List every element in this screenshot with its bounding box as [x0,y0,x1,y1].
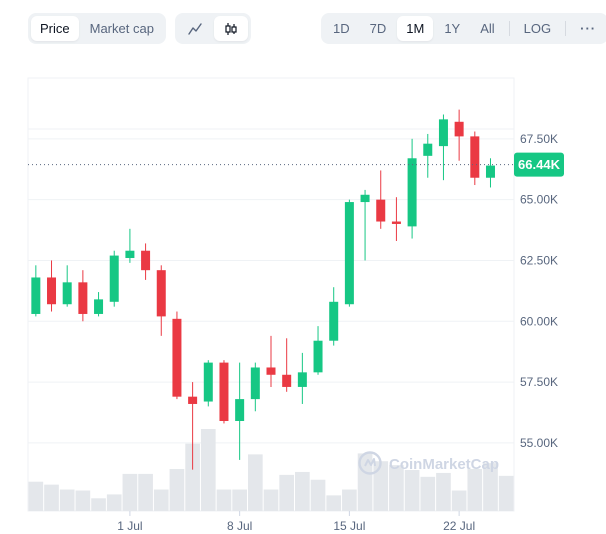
x-tick-label: 15 Jul [333,519,365,533]
candle-body [266,367,276,375]
candle-body [125,250,135,259]
current-price-badge [514,152,564,177]
candlestick-icon [225,22,237,35]
volume-bar [498,475,514,511]
volume-bar [373,461,389,511]
volume-bar [200,429,216,511]
candle-body [360,194,370,203]
volume-bar [232,489,247,511]
log-scale-tab[interactable]: LOG [523,21,552,36]
y-tick-label: 60.00K [520,314,558,328]
metric-toggle: Price Market cap [28,13,166,44]
range-toggle: 1D 7D 1M 1Y All LOG ··· [321,13,606,44]
volume-bar [59,489,75,511]
candle-body [250,367,260,400]
volume-bar [263,489,279,511]
x-tick-label: 1 Jul [117,519,142,533]
price-tab[interactable]: Price [31,16,79,41]
candle-body [423,143,433,156]
candle-body [219,362,229,421]
watermark-text: CoinMarketCap [389,456,499,473]
volume-bar [216,489,232,511]
candle-body [235,399,245,421]
volume-bar [279,474,295,511]
volume-bar [247,454,263,511]
more-divider [565,21,567,36]
line-chart-button[interactable] [178,16,212,41]
range-1y-tab[interactable]: 1Y [444,21,461,36]
range-all-tab[interactable]: All [480,21,495,36]
candle-body [47,277,57,305]
volume-bar [404,470,420,511]
volume-bar [451,490,467,511]
y-tick-label: 65.00K [520,193,558,207]
candle-body [203,362,213,402]
candle-body [376,199,386,222]
volume-bar [420,476,436,511]
candle-body [313,340,323,373]
y-tick-label: 67.50K [520,132,558,146]
candle-body [31,277,41,314]
candle-body [438,119,448,147]
watermark: CoinMarketCap [358,451,499,475]
more-options-button[interactable]: ··· [580,21,597,36]
volume-bars [28,429,514,511]
volume-bar [295,471,310,511]
candle-body [454,121,464,137]
volume-bar [106,494,122,511]
current-price-label: 66.44K [518,157,561,172]
volume-bar [138,473,153,511]
candles [31,109,495,470]
x-tick-label: 22 Jul [443,519,475,533]
candle-body [407,158,417,227]
candle-body [329,301,339,341]
volume-bar [169,469,185,511]
candle-body [470,136,480,178]
candle-body [156,270,166,317]
current-price-line: 66.44K [28,152,564,177]
volume-bar [91,498,106,511]
volume-bar [389,465,404,511]
candle-body [109,255,119,302]
candle-body [172,318,182,397]
volume-bar [75,490,91,511]
candle-body [391,221,401,224]
candle-body [297,372,307,387]
line-chart-icon [188,22,202,35]
volume-bar [28,481,44,511]
coinmarketcap-logo-icon [358,451,382,475]
axes: 55.00K 57.50K 60.00K 62.50K 65.00K 67.50K 1 Ju… [117,132,558,533]
y-tick-label: 57.50K [520,375,558,389]
volume-bar [310,479,326,511]
chart-style-toggle [175,13,251,44]
volume-bar [436,472,451,511]
candle-body [344,202,354,305]
candle-body [485,165,495,178]
volume-bar [122,473,138,511]
volume-bar [185,443,200,511]
candle-body [62,282,72,305]
candle-body [78,282,88,314]
range-7d-tab[interactable]: 7D [369,21,387,36]
y-tick-label: 62.50K [520,253,558,267]
candle-body [282,374,292,387]
range-divider [508,21,510,36]
volume-bar [326,495,342,511]
volume-bar [153,489,169,511]
volume-bar [44,484,59,511]
x-tick-label: 8 Jul [227,519,252,533]
candle-body [188,396,198,404]
candle-body [141,250,151,271]
volume-bar [342,489,357,511]
y-tick-label: 55.00K [520,436,558,450]
candle-body [94,299,104,314]
volume-bar [467,469,483,511]
candlestick-button[interactable] [214,16,248,41]
volume-bar [483,463,498,511]
market-cap-tab[interactable]: Market cap [89,21,154,36]
range-1d-tab[interactable]: 1D [333,21,350,36]
range-1m-tab[interactable]: 1M [397,16,434,41]
